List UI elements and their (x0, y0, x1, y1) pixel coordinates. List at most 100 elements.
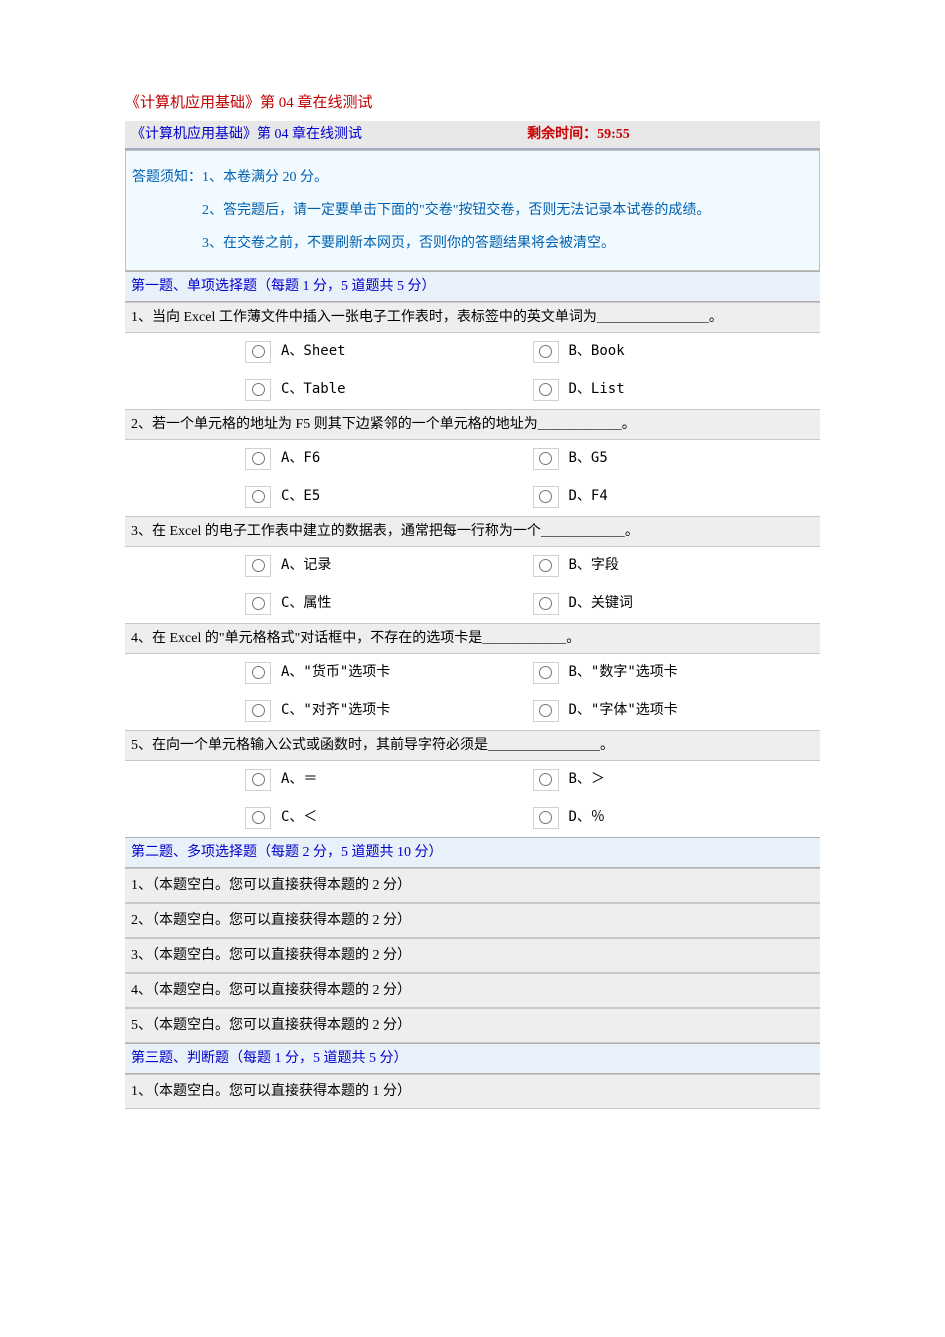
question-3-options-row-1: A、记录 B、字段 (125, 547, 820, 585)
radio-box (245, 662, 271, 684)
q4-radio-c[interactable] (252, 704, 265, 717)
q2-option-b: B、G5 (533, 448, 821, 470)
radio-box (245, 486, 271, 508)
q5-option-a: A、＝ (245, 769, 533, 791)
q3-label-a: A、记录 (281, 555, 331, 576)
q2-option-a: A、F6 (245, 448, 533, 470)
q1-label-c: C、Table (281, 379, 346, 400)
timer-countdown: 剩余时间：59:55 (527, 124, 630, 145)
q1-radio-d[interactable] (539, 383, 552, 396)
question-3-options-row-2: C、属性 D、关键词 (125, 585, 820, 623)
q3-label-b: B、字段 (569, 555, 619, 576)
q2-radio-a[interactable] (252, 452, 265, 465)
radio-box (245, 341, 271, 363)
notice-line-3: 3、在交卷之前，不要刷新本网页，否则你的答题结果将会被清空。 (132, 227, 813, 260)
q2-label-d: D、F4 (569, 486, 608, 507)
question-5-options-row-2: C、＜ D、％ (125, 799, 820, 837)
q5-option-d: D、％ (533, 807, 821, 829)
radio-box (533, 700, 559, 722)
radio-box (533, 555, 559, 577)
q2-radio-b[interactable] (539, 452, 552, 465)
question-2-options-row-2: C、E5 D、F4 (125, 478, 820, 516)
q2-radio-c[interactable] (252, 490, 265, 503)
question-4-options-row-2: C、"对齐"选项卡 D、"字体"选项卡 (125, 692, 820, 730)
question-1-options-row-1: A、Sheet B、Book (125, 333, 820, 371)
q5-radio-c[interactable] (252, 811, 265, 824)
q3-option-c: C、属性 (245, 593, 533, 615)
radio-box (245, 807, 271, 829)
q1-option-b: B、Book (533, 341, 821, 363)
radio-box (533, 341, 559, 363)
q4-radio-a[interactable] (252, 666, 265, 679)
q4-radio-d[interactable] (539, 704, 552, 717)
section-3-header: 第三题、判断题（每题 1 分，5 道题共 5 分） (125, 1043, 820, 1074)
q2-radio-d[interactable] (539, 490, 552, 503)
q3-option-b: B、字段 (533, 555, 821, 577)
q5-radio-a[interactable] (252, 773, 265, 786)
q4-option-b: B、"数字"选项卡 (533, 662, 821, 684)
q5-label-d: D、％ (569, 807, 605, 828)
s2-row-3: 3、（本题空白。您可以直接获得本题的 2 分） (125, 938, 820, 973)
radio-box (533, 379, 559, 401)
notice-box: 答题须知：1、本卷满分 20 分。 2、答完题后，请一定要单击下面的"交卷"按钮… (125, 150, 820, 271)
s2-row-5: 5、（本题空白。您可以直接获得本题的 2 分） (125, 1008, 820, 1043)
radio-box (533, 448, 559, 470)
q5-radio-d[interactable] (539, 811, 552, 824)
radio-box (245, 769, 271, 791)
q4-option-d: D、"字体"选项卡 (533, 700, 821, 722)
q1-radio-c[interactable] (252, 383, 265, 396)
q1-option-d: D、List (533, 379, 821, 401)
q2-option-c: C、E5 (245, 486, 533, 508)
q3-radio-b[interactable] (539, 559, 552, 572)
section-2-header: 第二题、多项选择题（每题 2 分，5 道题共 10 分） (125, 837, 820, 868)
timer-bar-title: 《计算机应用基础》第 04 章在线测试 (131, 124, 527, 145)
radio-box (533, 486, 559, 508)
radio-box (533, 807, 559, 829)
s2-row-4: 4、（本题空白。您可以直接获得本题的 2 分） (125, 973, 820, 1008)
question-5-options-row-1: A、＝ B、＞ (125, 761, 820, 799)
q1-label-d: D、List (569, 379, 625, 400)
q5-label-a: A、＝ (281, 769, 317, 790)
q2-label-b: B、G5 (569, 448, 608, 469)
q4-option-c: C、"对齐"选项卡 (245, 700, 533, 722)
q3-radio-a[interactable] (252, 559, 265, 572)
s2-row-1: 1、（本题空白。您可以直接获得本题的 2 分） (125, 868, 820, 903)
radio-box (245, 555, 271, 577)
q5-option-b: B、＞ (533, 769, 821, 791)
radio-box (533, 769, 559, 791)
q3-label-c: C、属性 (281, 593, 331, 614)
q4-label-c: C、"对齐"选项卡 (281, 700, 390, 721)
q4-label-b: B、"数字"选项卡 (569, 662, 678, 683)
radio-box (533, 662, 559, 684)
radio-box (245, 448, 271, 470)
q5-option-c: C、＜ (245, 807, 533, 829)
q5-label-b: B、＞ (569, 769, 605, 790)
q3-radio-d[interactable] (539, 597, 552, 610)
question-1-options-row-2: C、Table D、List (125, 371, 820, 409)
q1-radio-a[interactable] (252, 345, 265, 358)
question-1-text: 1、当向 Excel 工作薄文件中插入一张电子工作表时，表标签中的英文单词为＿＿… (125, 302, 820, 333)
page-title: 《计算机应用基础》第 04 章在线测试 (125, 90, 820, 117)
question-4-text: 4、在 Excel 的"单元格格式"对话框中，不存在的选项卡是＿＿＿＿＿＿。 (125, 623, 820, 654)
section-1-header: 第一题、单项选择题（每题 1 分，5 道题共 5 分） (125, 271, 820, 302)
radio-box (533, 593, 559, 615)
q5-label-c: C、＜ (281, 807, 317, 828)
q4-label-d: D、"字体"选项卡 (569, 700, 678, 721)
q3-radio-c[interactable] (252, 597, 265, 610)
radio-box (245, 593, 271, 615)
question-2-options-row-1: A、F6 B、G5 (125, 440, 820, 478)
q1-label-b: B、Book (569, 341, 625, 362)
q3-option-d: D、关键词 (533, 593, 821, 615)
q5-radio-b[interactable] (539, 773, 552, 786)
notice-line-2: 2、答完题后，请一定要单击下面的"交卷"按钮交卷，否则无法记录本试卷的成绩。 (132, 194, 813, 227)
q4-option-a: A、"货币"选项卡 (245, 662, 533, 684)
q4-label-a: A、"货币"选项卡 (281, 662, 390, 683)
question-5-text: 5、在向一个单元格输入公式或函数时，其前导字符必须是＿＿＿＿＿＿＿＿。 (125, 730, 820, 761)
q1-radio-b[interactable] (539, 345, 552, 358)
q4-radio-b[interactable] (539, 666, 552, 679)
radio-box (245, 379, 271, 401)
timer-bar: 《计算机应用基础》第 04 章在线测试 剩余时间：59:55 (125, 121, 820, 150)
q2-label-c: C、E5 (281, 486, 320, 507)
s3-row-1: 1、（本题空白。您可以直接获得本题的 1 分） (125, 1074, 820, 1109)
question-4-options-row-1: A、"货币"选项卡 B、"数字"选项卡 (125, 654, 820, 692)
